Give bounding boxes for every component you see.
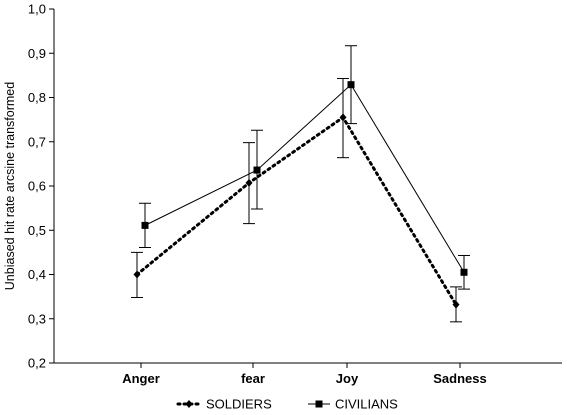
y-tick-label: 0,6 <box>28 179 46 194</box>
y-tick-label: 0,7 <box>28 134 46 149</box>
series-civilians <box>139 45 470 290</box>
legend-marker <box>315 400 323 408</box>
y-tick-label: 0,3 <box>28 311 46 326</box>
data-point <box>452 300 460 309</box>
legend-label: CIVILIANS <box>335 397 398 412</box>
x-tick-label: Sadness <box>433 371 486 386</box>
data-point <box>245 178 253 187</box>
legend-item-soldiers: SOLDIERS <box>176 397 272 412</box>
legend-label: SOLDIERS <box>206 397 272 412</box>
y-tick-label: 1,0 <box>28 2 46 17</box>
y-tick-label: 0,5 <box>28 223 46 238</box>
series-line <box>144 83 465 273</box>
y-axis-ticks: 0,2 0,3 0,4 0,5 0,6 0,7 0,8 0,9 1,0 <box>28 2 54 371</box>
data-point <box>460 268 468 276</box>
legend-marker <box>185 400 193 408</box>
legend-item-civilians: CIVILIANS <box>308 397 398 412</box>
axes <box>53 9 562 364</box>
x-tick-label: Joy <box>336 371 359 386</box>
x-tick-label: Anger <box>122 371 160 386</box>
y-tick-label: 0,9 <box>28 46 46 61</box>
data-point <box>253 166 261 174</box>
series-soldiers <box>131 77 462 323</box>
data-point <box>133 270 141 279</box>
y-tick-label: 0,8 <box>28 90 46 105</box>
x-axis-ticks: Anger fear Joy Sadness <box>122 363 487 386</box>
x-tick-label: fear <box>241 371 265 386</box>
data-point <box>339 113 347 122</box>
series-line <box>135 115 458 307</box>
series-layer <box>131 45 470 323</box>
legend: SOLDIERS CIVILIANS <box>176 397 398 412</box>
data-point <box>347 81 355 89</box>
y-tick-label: 0,2 <box>28 356 46 371</box>
y-axis-label: Unbiased hit rate arcsine transformed <box>3 82 17 290</box>
data-point <box>141 221 149 229</box>
y-tick-label: 0,4 <box>28 267 46 282</box>
